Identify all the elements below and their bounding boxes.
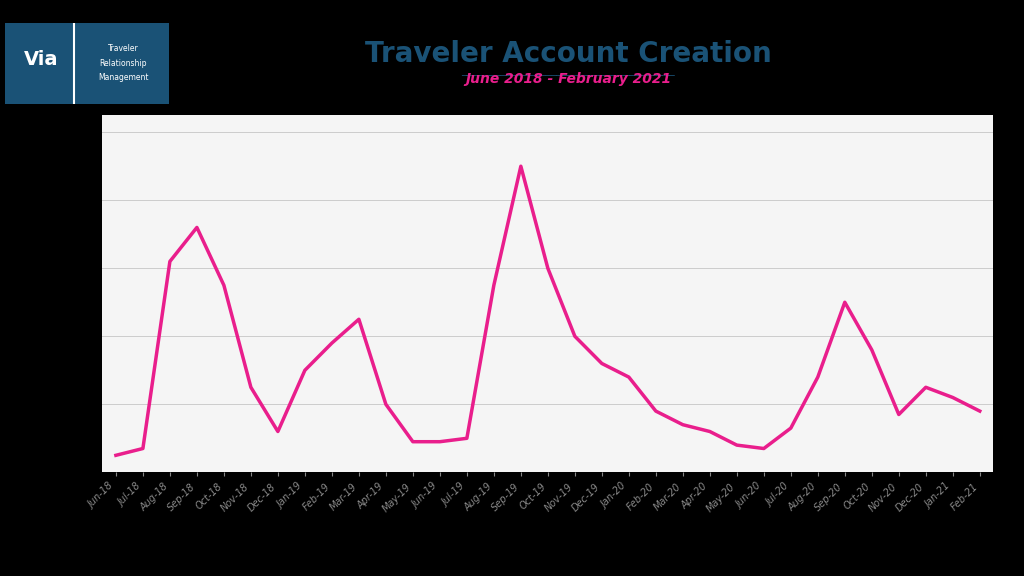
Text: Via: Via (24, 50, 58, 69)
Text: Management: Management (98, 73, 148, 82)
Text: Traveler: Traveler (108, 44, 138, 54)
Text: ______________________________________: ______________________________________ (462, 66, 675, 76)
Text: Relationship: Relationship (99, 59, 146, 68)
Text: Traveler Account Creation: Traveler Account Creation (365, 40, 772, 69)
Text: June 2018 - February 2021: June 2018 - February 2021 (465, 72, 672, 86)
